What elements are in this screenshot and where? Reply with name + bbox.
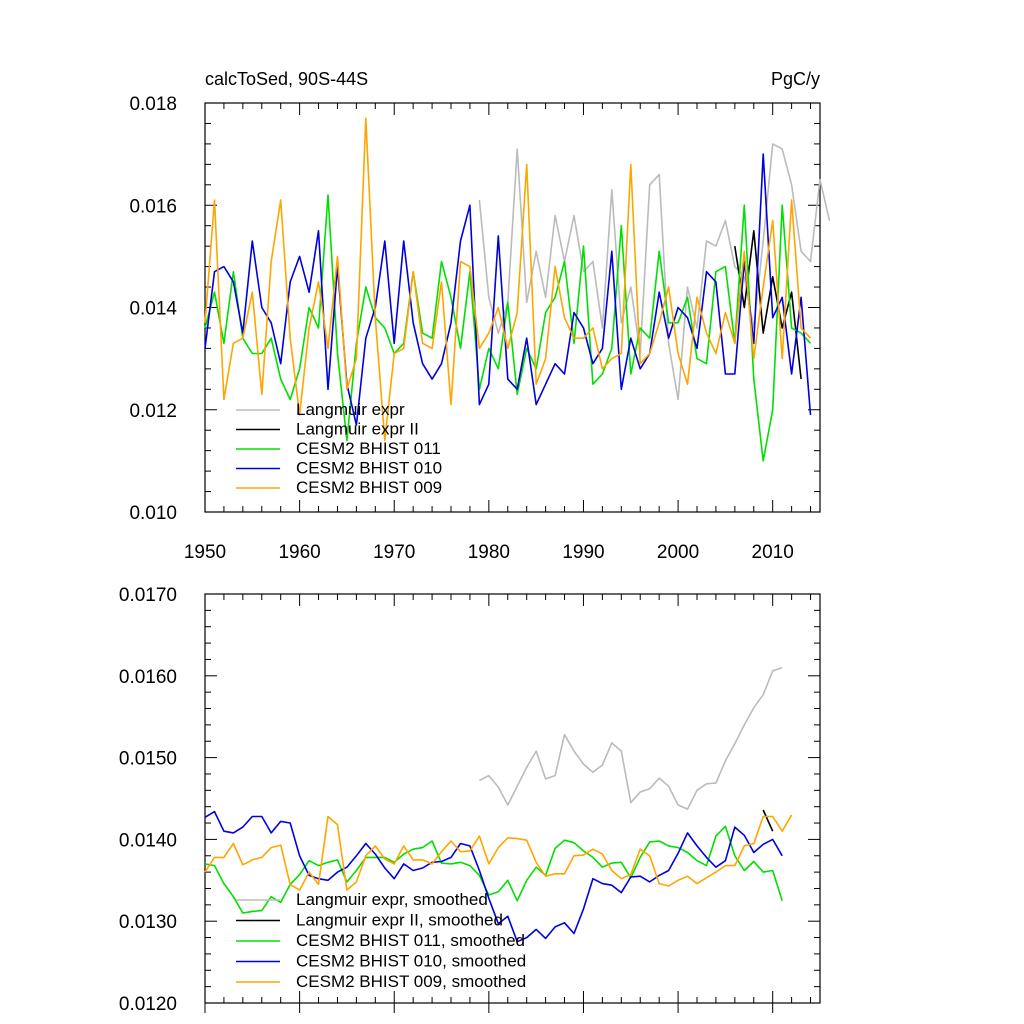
panel-1: 1950 1960 1970 1980 1990 2000 2010 0.010 0.012 0.…	[129, 69, 831, 563]
series-line-cesm2-bhist-010-smoothed	[204, 810, 783, 943]
y-tick-label: 0.010	[129, 503, 177, 524]
units-label: PgC/y	[771, 69, 820, 89]
legend-entry: Langmuir expr	[296, 400, 405, 419]
legend-entry: CESM2 BHIST 010	[296, 459, 442, 478]
legend-entry: CESM2 BHIST 009	[296, 478, 442, 497]
x-tick-label: 2010	[752, 542, 794, 563]
legend-entry: CESM2 BHIST 009, smoothed	[296, 972, 526, 991]
series-line-cesm2-bhist-009-smoothed	[204, 814, 793, 891]
y-tick-label: 0.0170	[119, 585, 177, 606]
series-line-cesm2-bhist-011	[204, 194, 812, 462]
legend-entry: CESM2 BHIST 011	[296, 439, 441, 458]
series-line-langmuir-expr-ii-smoothed	[762, 809, 774, 832]
x-tick-label: 1960	[278, 542, 320, 563]
x-tick-label: 1970	[373, 542, 415, 563]
legend-entry: Langmuir expr II	[296, 420, 419, 439]
series-line-cesm2-bhist-010	[204, 153, 812, 426]
y-tick-label: 0.012	[129, 401, 177, 422]
x-tick-label: 1980	[468, 542, 510, 563]
y-tick-label: 0.014	[129, 299, 177, 320]
y-tick-label: 0.0130	[119, 912, 177, 933]
plot-frame	[204, 593, 821, 1004]
y-tick-label: 0.0150	[119, 749, 177, 770]
series-line-langmuir-expr-smoothed	[479, 666, 783, 810]
series-line-cesm2-bhist-011-smoothed	[204, 825, 783, 914]
legend-entry: CESM2 BHIST 010, smoothed	[296, 952, 526, 971]
y-tick-label: 0.0140	[119, 830, 177, 851]
legend: Langmuir expr, smoothed Langmuir expr II,…	[236, 890, 526, 991]
series-line-cesm2-bhist-009	[204, 117, 812, 442]
legend-entry: CESM2 BHIST 011, smoothed	[296, 931, 525, 950]
legend-entry: Langmuir expr, smoothed	[296, 890, 488, 909]
y-tick-label: 0.018	[129, 94, 177, 115]
x-tick-label: 1950	[184, 542, 226, 563]
panel-2: 0.0120 0.0130 0.0140 0.0150 0.0160 0.0170 Lang…	[119, 585, 821, 1015]
y-tick-label: 0.016	[129, 196, 177, 217]
x-tick-label: 2000	[657, 542, 699, 563]
series-line-langmuir-expr	[478, 143, 831, 401]
legend-entry: Langmuir expr II, smoothed	[296, 911, 503, 930]
chart-title: calcToSed, 90S-44S	[205, 69, 368, 89]
x-tick-label: 1990	[562, 542, 604, 563]
y-tick-label: 0.0160	[119, 667, 177, 688]
y-tick-label: 0.0120	[119, 994, 177, 1015]
